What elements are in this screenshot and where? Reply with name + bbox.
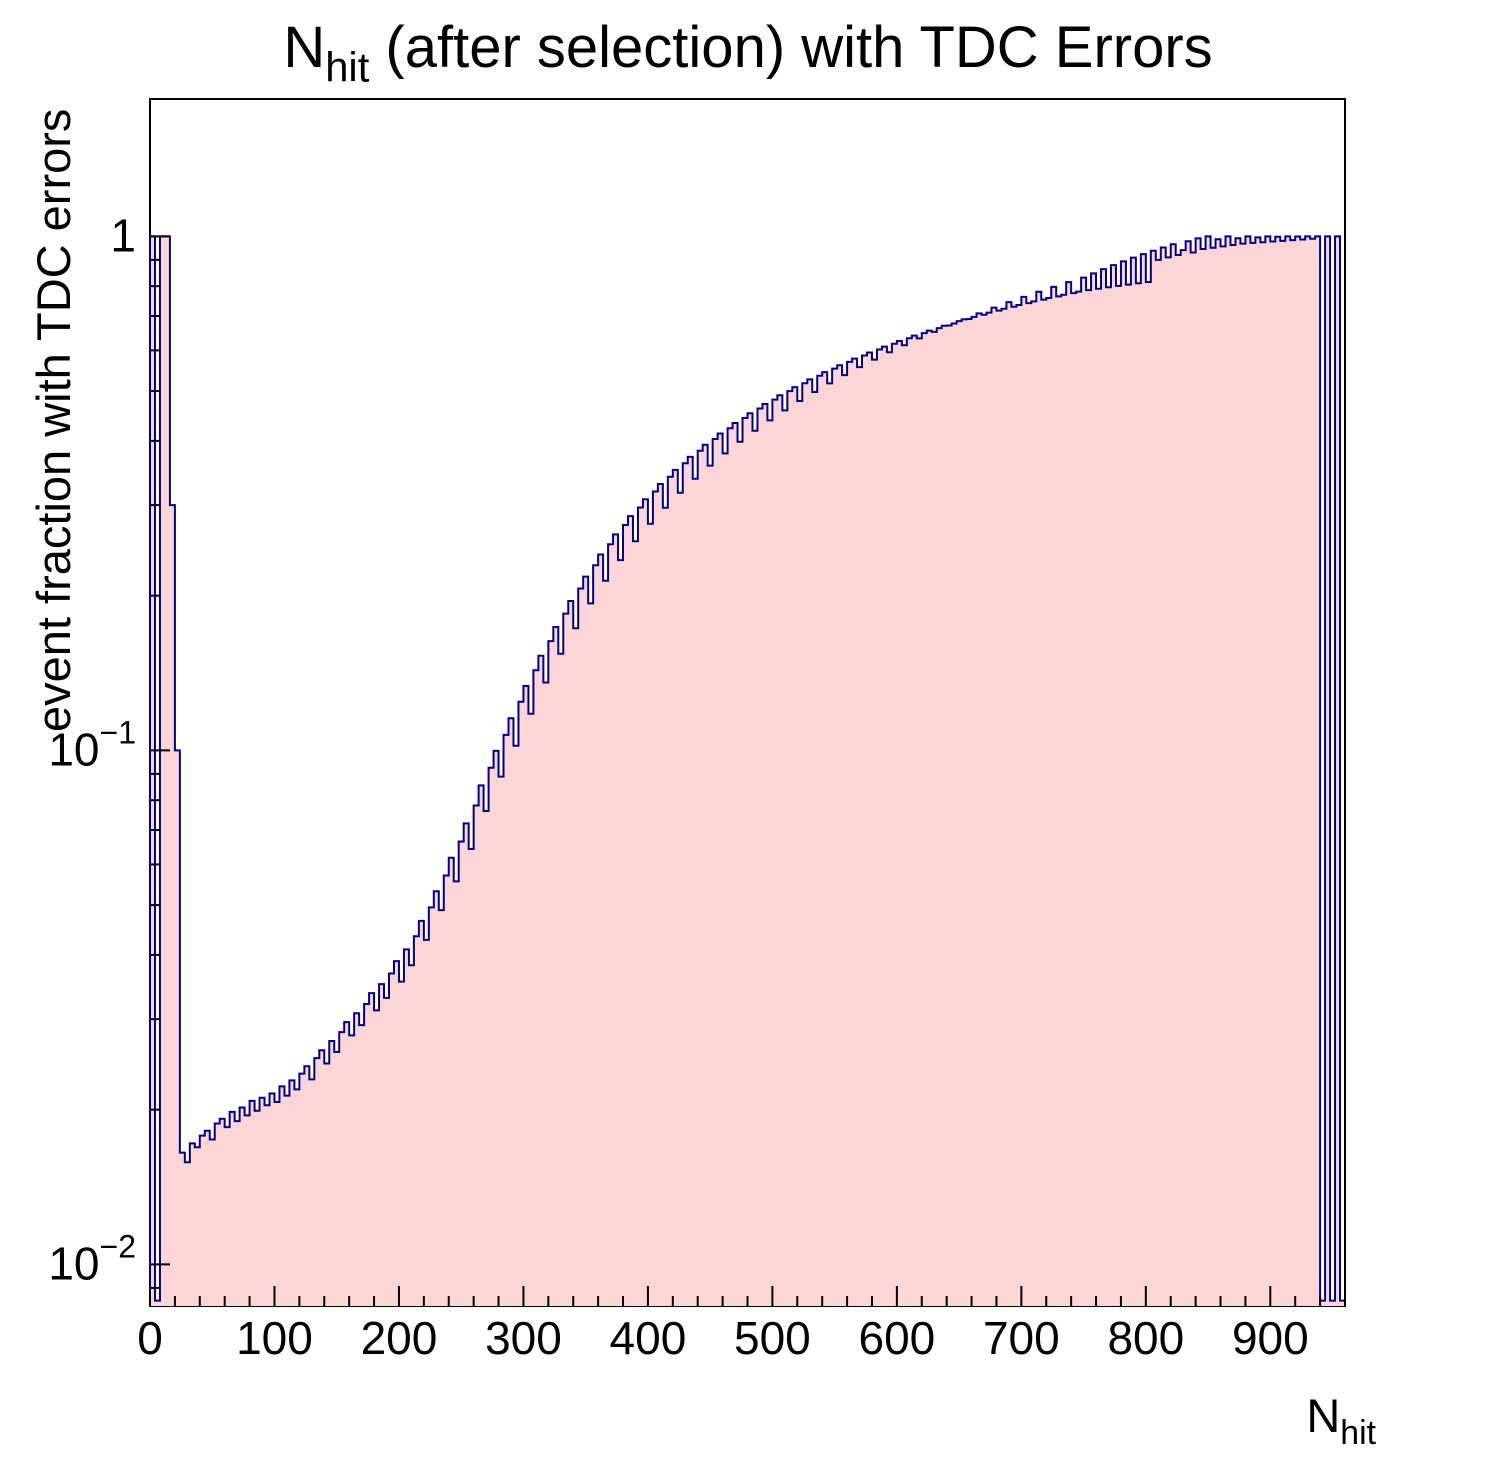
x-tick-label: 200: [361, 1312, 438, 1364]
histogram-series: [149, 235, 1346, 1307]
x-tick-label: 400: [610, 1312, 687, 1364]
axis-tick-labels: 0 100 200 300 400 500 600 700 800 900 1 10−1 10−2: [48, 209, 1308, 1364]
chart-title-pre: N: [283, 15, 326, 80]
chart-title: Nhit (after selection) with TDC Errors: [0, 14, 1496, 92]
histogram-fill: [150, 236, 1345, 1307]
x-tick-label: 600: [859, 1312, 936, 1364]
chart-title-sub: hit: [325, 43, 370, 91]
x-tick-label: 700: [983, 1312, 1060, 1364]
x-tick-label: 900: [1232, 1312, 1309, 1364]
x-tick-label: 800: [1107, 1312, 1184, 1364]
x-tick-label: 100: [236, 1312, 313, 1364]
histogram-outline: [149, 235, 1346, 1306]
axes: [149, 235, 1346, 1306]
y-axis-title: event fraction with TDC errors: [27, 108, 80, 732]
x-tick-label: 300: [485, 1312, 562, 1364]
y-tick-label: 1: [110, 209, 136, 261]
y-tick-label: 10−2: [48, 1228, 136, 1289]
y-tick-label: 10−1: [48, 714, 136, 775]
x-tick-label: 0: [137, 1312, 163, 1364]
x-tick-label: 500: [734, 1312, 811, 1364]
x-axis-title: Nhit: [1306, 1388, 1376, 1453]
chart-title-post: (after selection) with TDC Errors: [369, 15, 1213, 80]
x-axis-title-sub: hit: [1340, 1413, 1376, 1452]
x-axis-title-pre: N: [1306, 1389, 1341, 1442]
